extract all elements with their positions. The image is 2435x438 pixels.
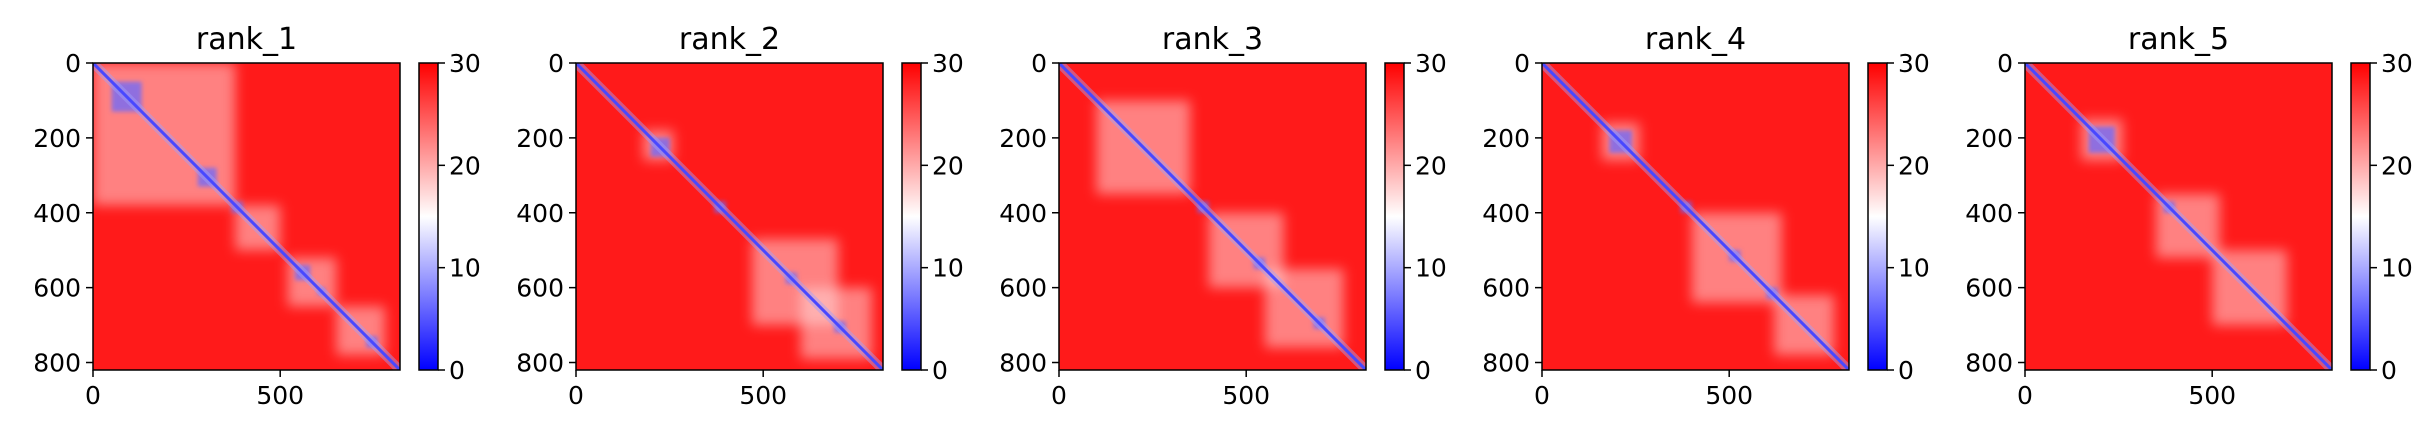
panel-title: rank_5 <box>2128 22 2229 57</box>
x-tick-label: 0 <box>85 381 101 410</box>
diagonal-halo <box>93 63 400 370</box>
colorbar-tick-label: 20 <box>932 151 964 180</box>
diagonal-line <box>2025 63 2332 370</box>
y-tick-label: 0 <box>548 49 564 78</box>
colorbar-tick-label: 30 <box>1898 49 1930 78</box>
panel-title: rank_2 <box>679 22 780 57</box>
x-tick-label: 0 <box>568 381 584 410</box>
y-tick-label: 400 <box>33 199 81 228</box>
colorbar-tick-label: 20 <box>1415 151 1447 180</box>
y-tick-label: 200 <box>1965 124 2013 153</box>
colorbar-tick-label: 10 <box>1898 254 1930 283</box>
diagonal-halo <box>2025 63 2332 370</box>
panel-title: rank_1 <box>196 22 297 57</box>
panel-title: rank_4 <box>1645 22 1746 57</box>
y-tick-label: 600 <box>33 274 81 303</box>
diagonal-line <box>1059 63 1366 370</box>
colorbar-tick-label: 10 <box>1415 254 1447 283</box>
diagonal-line <box>576 63 883 370</box>
y-tick-label: 400 <box>1965 199 2013 228</box>
colorbar-tick-label: 30 <box>1415 49 1447 78</box>
colorbar <box>1867 62 1888 371</box>
colorbar-tick-label: 0 <box>2381 356 2397 385</box>
y-tick-label: 200 <box>33 124 81 153</box>
x-tick-label: 500 <box>2188 381 2236 410</box>
x-tick-label: 500 <box>256 381 304 410</box>
colorbar-tick-label: 30 <box>2381 49 2413 78</box>
colorbar-tick-label: 10 <box>449 254 481 283</box>
colorbar-tick-label: 10 <box>2381 254 2413 283</box>
y-tick-label: 600 <box>1965 274 2013 303</box>
x-tick-label: 500 <box>1705 381 1753 410</box>
colorbar-tick-label: 10 <box>932 254 964 283</box>
y-tick-label: 400 <box>516 199 564 228</box>
panel-title: rank_3 <box>1162 22 1263 57</box>
y-tick-label: 800 <box>516 349 564 378</box>
diagonal-halo <box>576 63 883 370</box>
heatmap-image <box>1059 63 1366 370</box>
diagonal-halo <box>1059 63 1366 370</box>
diagonal-line <box>93 63 400 370</box>
y-tick-label: 600 <box>516 274 564 303</box>
colorbar-tick-label: 20 <box>2381 151 2413 180</box>
y-tick-label: 800 <box>1482 349 1530 378</box>
axes-frame <box>1058 62 1367 371</box>
heatmap-image <box>576 63 883 370</box>
axes-frame <box>1541 62 1850 371</box>
colorbar <box>2350 62 2371 371</box>
colorbar-tick-label: 20 <box>449 151 481 180</box>
x-tick-label: 0 <box>2017 381 2033 410</box>
y-tick-label: 0 <box>1514 49 1530 78</box>
colorbar-tick-label: 0 <box>1898 356 1914 385</box>
colorbar <box>418 62 439 371</box>
y-tick-label: 200 <box>1482 124 1530 153</box>
diagonal-halo <box>1542 63 1849 370</box>
y-tick-label: 800 <box>999 349 1047 378</box>
y-tick-label: 600 <box>1482 274 1530 303</box>
y-tick-label: 0 <box>1997 49 2013 78</box>
y-tick-label: 800 <box>33 349 81 378</box>
y-tick-label: 0 <box>1031 49 1047 78</box>
y-tick-label: 400 <box>999 199 1047 228</box>
axes-frame <box>2024 62 2333 371</box>
heatmap-image <box>93 63 400 370</box>
x-tick-label: 0 <box>1534 381 1550 410</box>
heatmap-image <box>2025 63 2332 370</box>
x-tick-label: 500 <box>739 381 787 410</box>
y-tick-label: 200 <box>516 124 564 153</box>
colorbar-tick-label: 0 <box>1415 356 1431 385</box>
y-tick-label: 0 <box>65 49 81 78</box>
diagonal-line <box>1542 63 1849 370</box>
colorbar-tick-label: 20 <box>1898 151 1930 180</box>
colorbar-tick-label: 30 <box>449 49 481 78</box>
y-tick-label: 800 <box>1965 349 2013 378</box>
axes-frame <box>92 62 401 371</box>
colorbar-tick-label: 0 <box>932 356 948 385</box>
y-tick-label: 200 <box>999 124 1047 153</box>
heatmap-image <box>1542 63 1849 370</box>
axes-frame <box>575 62 884 371</box>
y-tick-label: 400 <box>1482 199 1530 228</box>
colorbar <box>901 62 922 371</box>
x-tick-label: 500 <box>1222 381 1270 410</box>
colorbar-tick-label: 30 <box>932 49 964 78</box>
y-tick-label: 600 <box>999 274 1047 303</box>
colorbar-tick-label: 0 <box>449 356 465 385</box>
colorbar <box>1384 62 1405 371</box>
x-tick-label: 0 <box>1051 381 1067 410</box>
